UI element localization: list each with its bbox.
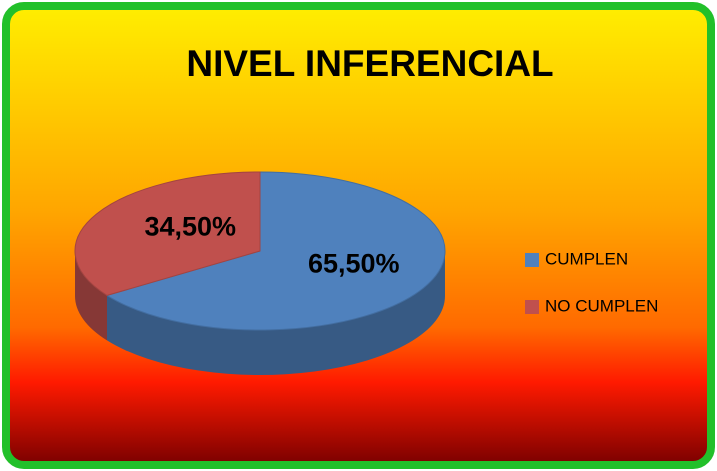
legend-label: CUMPLEN — [545, 249, 628, 268]
data-label: 34,50% — [144, 212, 236, 242]
pie-slice — [74, 171, 261, 296]
legend-swatch — [525, 300, 539, 314]
pie-slice-side — [106, 251, 445, 376]
chart-title: NIVEL INFERENCIAL — [186, 43, 553, 84]
legend-swatch — [525, 253, 539, 267]
data-label: 65,50% — [308, 249, 400, 279]
pie-slice-side — [75, 251, 107, 341]
pie-slice — [105, 171, 446, 331]
legend-label: NO CUMPLEN — [545, 296, 658, 315]
